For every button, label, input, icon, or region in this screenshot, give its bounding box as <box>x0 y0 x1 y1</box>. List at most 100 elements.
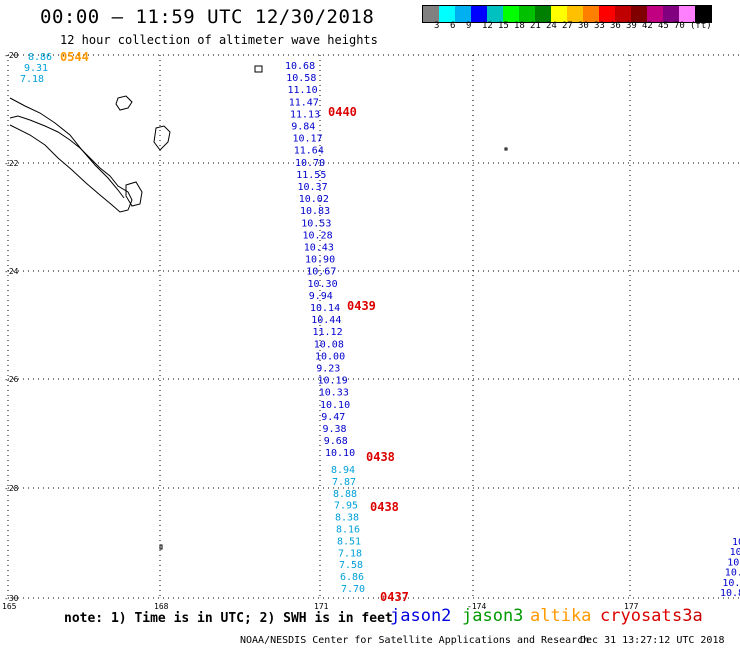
map-title: 00:00 – 11:59 UTC 12/30/2018 <box>40 6 375 28</box>
colorbar-swatch <box>679 6 695 22</box>
colorbar-tick-label: 36 <box>610 21 621 31</box>
new-caledonia-coast <box>9 115 133 213</box>
colorbar-tick-label: 12 <box>482 21 493 31</box>
latitude-label: -20 <box>4 51 19 60</box>
colorbar-tick-label: 24 <box>546 21 557 31</box>
colorbar-tick-label: 18 <box>514 21 525 31</box>
wave-height-value: 9.38 <box>323 424 347 435</box>
wave-height-value: 8.51 <box>337 536 361 547</box>
wave-height-value: 7.18 <box>338 548 362 559</box>
colorbar-swatch <box>647 6 663 22</box>
wave-height-value: 10.30 <box>308 279 338 290</box>
wave-height-value: 11.10 <box>288 85 318 96</box>
wave-height-value: 8.86 <box>28 52 52 63</box>
generated-timestamp: Dec 31 13:27:12 UTC 2018 <box>580 635 725 646</box>
latitude-label: -26 <box>4 375 19 384</box>
colorbar-tick-label: 9 <box>466 21 472 31</box>
wave-height-value: 10.58 <box>286 73 316 84</box>
island-outline <box>115 95 133 111</box>
wave-height-value: 10.10 <box>325 448 355 459</box>
wave-height-value: 10.03 <box>722 578 740 589</box>
colorbar <box>422 5 712 23</box>
wave-height-value: 11.12 <box>313 327 343 338</box>
colorbar-swatch <box>535 6 551 22</box>
map-subtitle: 12 hour collection of altimeter wave hei… <box>60 33 378 47</box>
colorbar-ticks: 3 6 9 12 15 18 21 24 27 30 33 36 39 42 45 70 (ft) <box>422 21 740 33</box>
wave-height-value: 9.23 <box>316 364 340 375</box>
coastline <box>9 65 508 550</box>
latitude-label: -30 <box>4 594 19 603</box>
island-outline <box>254 65 263 73</box>
wave-height-value: 7.95 <box>334 501 358 512</box>
wave-height-value: 10.17 <box>293 134 323 145</box>
colorbar-tick-label: 70 <box>674 21 685 31</box>
colorbar-swatch <box>471 6 487 22</box>
gridlines <box>7 54 740 599</box>
new-caledonia-inner-coast <box>9 97 125 199</box>
pass-time-label: 0438 <box>370 500 399 514</box>
wave-height-value: 8.16 <box>336 525 360 536</box>
colorbar-swatch <box>519 6 535 22</box>
colorbar-swatch <box>455 6 471 22</box>
colorbar-tick-label: 15 <box>498 21 509 31</box>
colorbar-swatch <box>487 6 503 22</box>
wave-height-value: 10.68 <box>285 61 315 72</box>
longitude-label: -174 <box>467 602 486 611</box>
altimeter-passes: 10.6810.5811.1011.4711.139.8410.1711.641… <box>20 52 740 599</box>
colorbar-tick-label: 3 <box>434 21 440 31</box>
latitude-label: -22 <box>4 159 19 168</box>
colorbar-swatch <box>695 6 711 22</box>
pass-time-label: 0439 <box>347 299 376 313</box>
wave-height-value: 8.94 <box>331 465 355 476</box>
colorbar-swatch <box>439 6 455 22</box>
latitude-label: -28 <box>4 484 19 493</box>
longitude-label: 177 <box>624 602 639 611</box>
legend-altika: altika <box>530 606 592 626</box>
wave-height-value: 7.87 <box>332 477 356 488</box>
legend-s3a: s3a <box>672 606 703 626</box>
colorbar-tick-label: 6 <box>450 21 456 31</box>
latitude-label: -24 <box>4 267 19 276</box>
colorbar-tick-label: 42 <box>642 21 653 31</box>
colorbar-tick-label: 30 <box>578 21 589 31</box>
colorbar-swatch <box>583 6 599 22</box>
wave-height-value: 10.85 <box>720 588 740 599</box>
colorbar-swatch <box>423 6 439 22</box>
wave-height-value: 11.64 <box>294 146 324 157</box>
wave-height-value: 10.37 <box>298 182 328 193</box>
wave-height-value: 9.84 <box>291 122 315 133</box>
wave-height-value: 10.6 <box>725 568 740 579</box>
wave-height-value: 6.86 <box>340 572 364 583</box>
wave-height-value: 9.68 <box>324 436 348 447</box>
colorbar-swatch <box>503 6 519 22</box>
wave-height-value: 8.88 <box>333 489 357 500</box>
wave-height-value: 10.67 <box>306 267 336 278</box>
wave-height-value: 10 <box>732 537 740 548</box>
colorbar-swatch <box>567 6 583 22</box>
wave-height-value: 10.83 <box>300 206 330 217</box>
wave-height-value: 11.55 <box>296 170 326 181</box>
legend-jason2: jason2 <box>390 606 452 626</box>
wave-height-value: 10.44 <box>311 315 341 326</box>
wave-height-value: 11.13 <box>290 109 320 120</box>
colorbar-swatch <box>663 6 679 22</box>
legend-cryosat: cryosat <box>600 606 672 626</box>
pass-time-labels: 0544 0440 0439 0438 0438 0437 <box>60 50 409 604</box>
island-outline <box>159 544 163 550</box>
longitude-label: 168 <box>154 602 169 611</box>
wave-height-value: 10.90 <box>305 255 335 266</box>
wave-height-value: 10.43 <box>304 243 334 254</box>
colorbar-swatch <box>599 6 615 22</box>
credit-line: NOAA/NESDIS Center for Satellite Applica… <box>240 635 590 646</box>
wave-height-value: 7.58 <box>339 560 363 571</box>
legend-jason3: jason3 <box>462 606 524 626</box>
colorbar-tick-label: 27 <box>562 21 573 31</box>
island-outline <box>125 181 143 207</box>
footer-note: note: 1) Time is in UTC; 2) SWH is in fe… <box>64 611 393 626</box>
colorbar-swatch <box>551 6 567 22</box>
wave-height-value: 8.38 <box>335 513 359 524</box>
wave-height-value: 10.00 <box>315 351 345 362</box>
colorbar-tick-label: (ft) <box>690 21 712 31</box>
